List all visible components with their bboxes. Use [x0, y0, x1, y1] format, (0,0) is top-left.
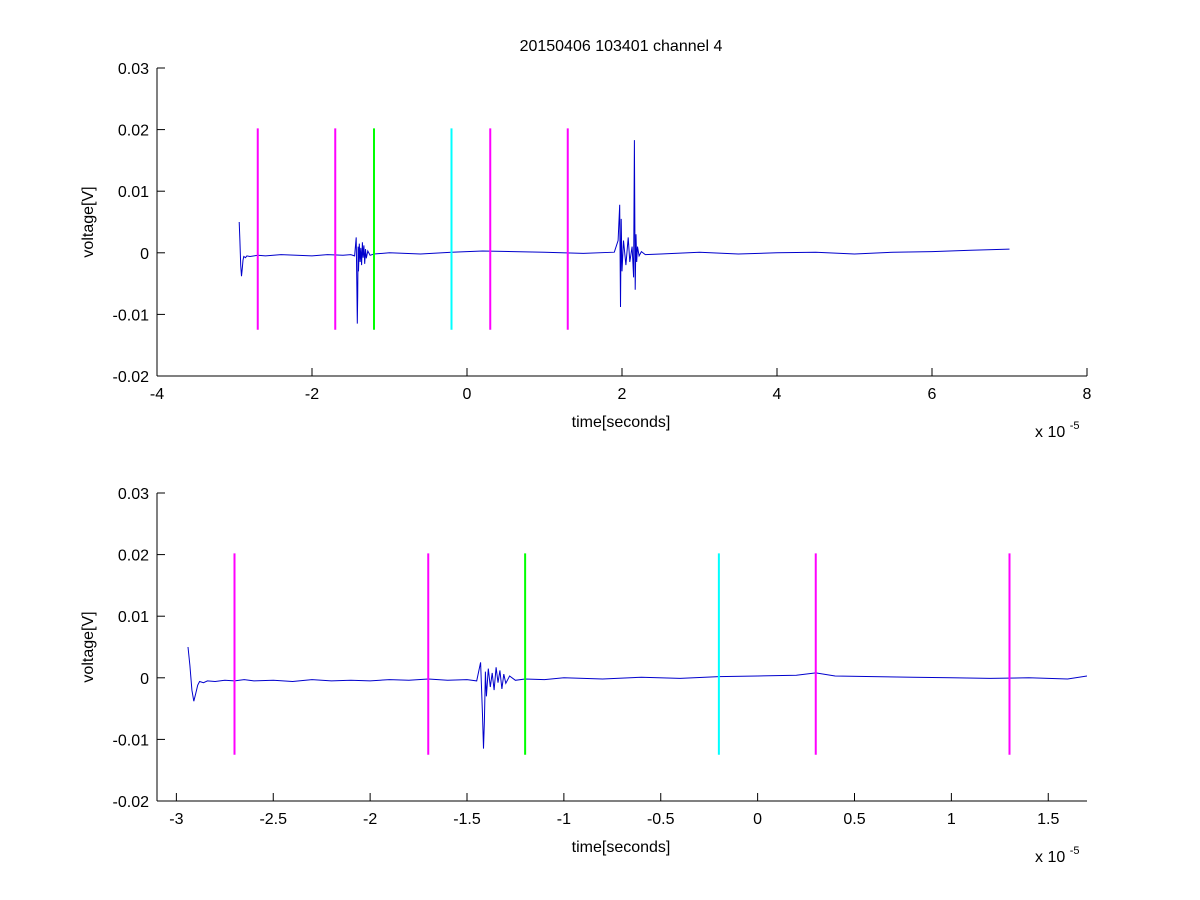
bottom-x-exponent: x 10 -5: [1035, 845, 1079, 866]
bottom-x-tick-label: 0.5: [843, 811, 865, 828]
bottom-x-exponent-base: x 10: [1035, 849, 1065, 866]
top-y-tick-label: -0.02: [113, 369, 150, 386]
bottom-x-tick-label: -1.5: [453, 811, 481, 828]
top-chart-title: 20150406 103401 channel 4: [520, 38, 723, 55]
top-x-tick-label: 4: [773, 386, 782, 403]
bottom-x-tick-label: -2: [363, 811, 377, 828]
bottom-y-tick-label: 0.01: [118, 609, 149, 626]
top-x-exponent-power: -5: [1070, 420, 1080, 432]
bottom-x-tick-label: 0: [753, 811, 762, 828]
bottom-x-axis-label: time[seconds]: [572, 839, 671, 856]
top-y-axis-label: voltage[V]: [80, 186, 97, 257]
bottom-x-tick-label: -0.5: [647, 811, 675, 828]
top-x-tick-label: 2: [618, 386, 627, 403]
top-x-tick-label: 6: [928, 386, 937, 403]
top-plot-area: -0.02 -0.01 0 0.01 0.02 0.03 -4 -2 0 2 4 6 8: [113, 61, 1092, 403]
top-data-layer: [238, 128, 1010, 330]
bottom-y-tick-label: -0.02: [113, 794, 150, 811]
bottom-x-tick-label: -1: [557, 811, 571, 828]
bottom-plot-area: -0.02 -0.01 0 0.01 0.02 0.03 -3 -2.5 -2 -1.5 -1 -0.…: [113, 486, 1087, 828]
top-y-tick-label: 0.01: [118, 184, 149, 201]
top-x-tick-label: -4: [150, 386, 164, 403]
top-x-tick-label: 0: [463, 386, 472, 403]
top-y-tick-label: 0.02: [118, 123, 149, 140]
top-x-exponent-base: x 10: [1035, 424, 1065, 441]
bottom-y-tick-label: -0.01: [113, 732, 150, 749]
bottom-x-tick-label: 1: [947, 811, 956, 828]
top-y-tick-label: 0: [140, 246, 149, 263]
top-x-tick-label: 8: [1083, 386, 1092, 403]
bottom-signal-line: [187, 646, 1087, 749]
top-x-axis-label: time[seconds]: [572, 414, 671, 431]
bottom-x-tick-label: 1.5: [1037, 811, 1059, 828]
bottom-data-layer: [187, 553, 1087, 755]
top-x-exponent: x 10 -5: [1035, 420, 1079, 441]
bottom-y-tick-label: 0.02: [118, 548, 149, 565]
top-y-tick-label: 0.03: [118, 61, 149, 78]
bottom-subplot: -0.02 -0.01 0 0.01 0.02 0.03 -3 -2.5 -2 -1.5 -1 -0.…: [80, 486, 1087, 866]
bottom-x-exponent-power: -5: [1070, 845, 1080, 857]
bottom-x-tick-label: -2.5: [259, 811, 287, 828]
bottom-y-axis-label: voltage[V]: [80, 611, 97, 682]
top-subplot: 20150406 103401 channel 4 -0.02 -0.01 0 0.0…: [80, 38, 1092, 441]
top-y-tick-label: -0.01: [113, 307, 150, 324]
bottom-y-tick-label: 0.03: [118, 486, 149, 503]
bottom-x-tick-label: -3: [169, 811, 183, 828]
top-x-tick-label: -2: [305, 386, 319, 403]
bottom-y-tick-label: 0: [140, 671, 149, 688]
